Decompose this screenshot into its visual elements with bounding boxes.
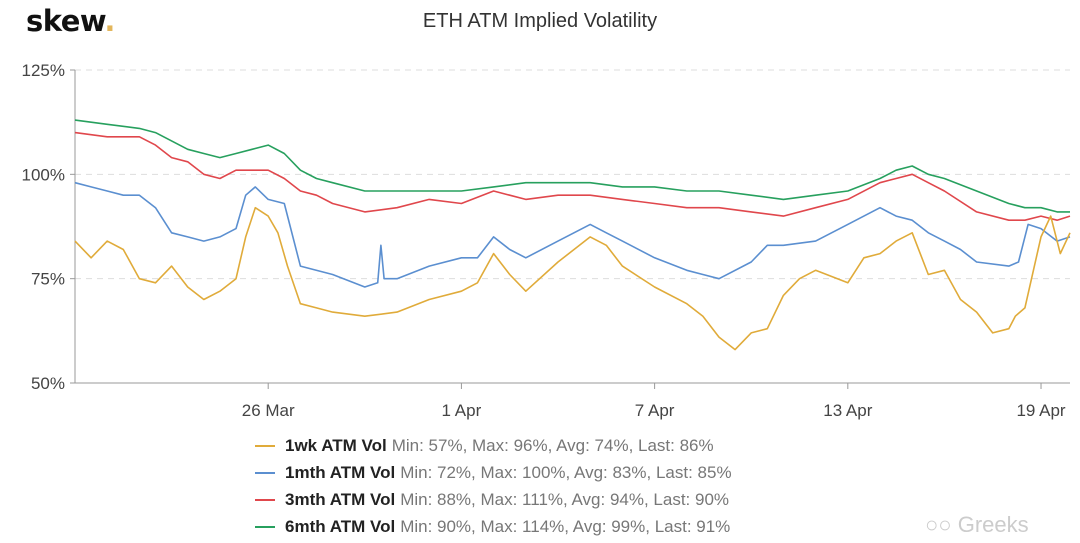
legend-item[interactable]: 1wk ATM Vol Min: 57%, Max: 96%, Avg: 74%,… <box>255 432 732 459</box>
legend-item[interactable]: 6mth ATM Vol Min: 90%, Max: 114%, Avg: 99… <box>255 513 732 540</box>
legend-item[interactable]: 1mth ATM Vol Min: 72%, Max: 100%, Avg: 83… <box>255 459 732 486</box>
series-line-1mth <box>74 181 1071 288</box>
legend-swatch <box>255 471 275 474</box>
y-tick-label: 75% <box>31 270 65 289</box>
legend-series-stats: Min: 57%, Max: 96%, Avg: 74%, Last: 86% <box>391 436 714 455</box>
legend-item[interactable]: 3mth ATM Vol Min: 88%, Max: 111%, Avg: 94… <box>255 486 732 513</box>
logo-text: skew <box>26 4 105 38</box>
legend-series-stats: Min: 88%, Max: 111%, Avg: 94%, Last: 90% <box>400 490 730 509</box>
watermark: ○○ Greeks <box>925 512 1029 538</box>
series-line-6mth <box>74 119 1070 213</box>
legend-series-stats: Min: 90%, Max: 114%, Avg: 99%, Last: 91% <box>400 517 731 536</box>
legend: 1wk ATM Vol Min: 57%, Max: 96%, Avg: 74%,… <box>255 432 732 540</box>
legend-series-name: 1mth ATM Vol <box>285 463 396 482</box>
legend-series-stats: Min: 72%, Max: 100%, Avg: 83%, Last: 85% <box>400 463 732 482</box>
x-tick-label: 13 Apr <box>823 401 872 420</box>
legend-swatch <box>255 525 275 528</box>
legend-series-name: 3mth ATM Vol <box>285 490 396 509</box>
legend-series-name: 1wk ATM Vol <box>285 436 387 455</box>
x-tick-label: 19 Apr <box>1016 401 1065 420</box>
legend-swatch <box>255 498 275 501</box>
legend-series-name: 6mth ATM Vol <box>285 517 396 536</box>
series-line-3mth <box>74 131 1071 221</box>
x-tick-label: 26 Mar <box>242 401 295 420</box>
logo-dot: . <box>104 4 115 38</box>
x-tick-label: 7 Apr <box>635 401 675 420</box>
series-line-1wk <box>74 206 1071 351</box>
chart-title: ETH ATM Implied Volatility <box>422 10 658 32</box>
y-tick-label: 50% <box>31 374 65 393</box>
wechat-icon: ○○ <box>925 512 952 537</box>
watermark-text: Greeks <box>957 512 1029 537</box>
y-tick-label: 125% <box>22 61 65 80</box>
x-tick-label: 1 Apr <box>442 401 482 420</box>
legend-swatch <box>255 444 275 447</box>
skew-logo: skew. <box>26 4 115 38</box>
y-tick-label: 100% <box>22 165 65 184</box>
